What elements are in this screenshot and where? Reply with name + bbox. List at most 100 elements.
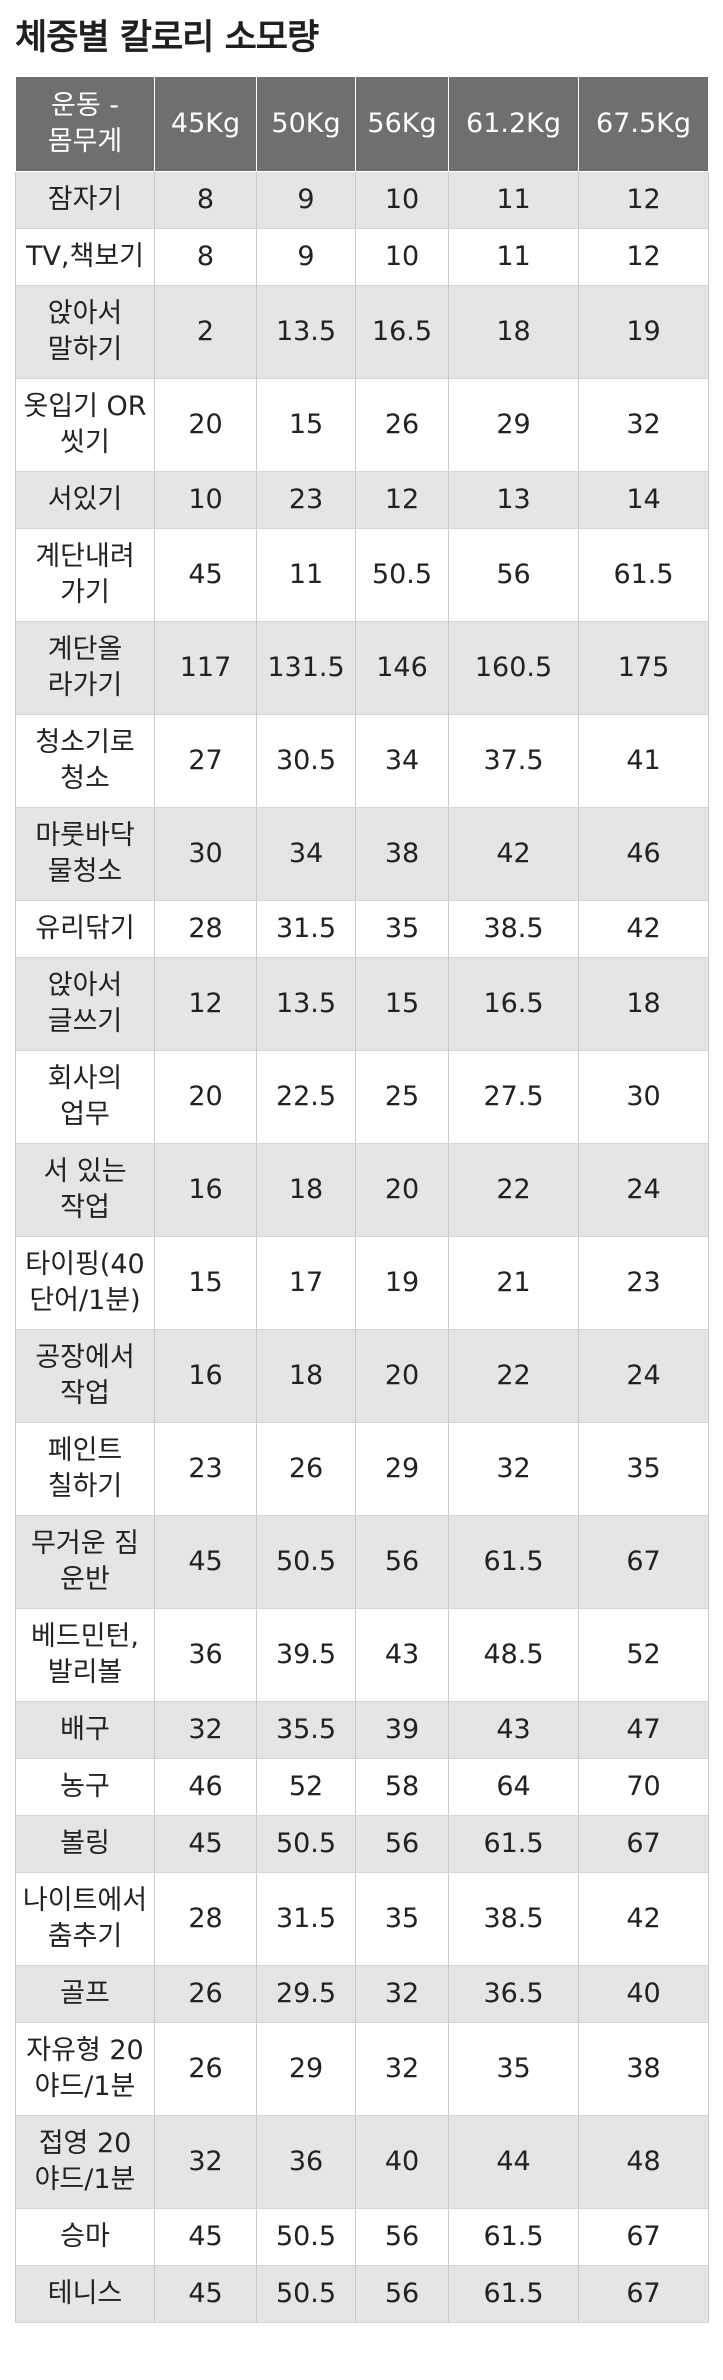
calorie-cell: 15: [355, 957, 449, 1051]
calorie-cell: 12: [355, 471, 449, 529]
table-row: 테니스 45 50.5 56 61.5 67: [15, 2265, 709, 2323]
calorie-cell: 43: [355, 1608, 449, 1702]
activity-label: 계단올 라가기: [15, 621, 155, 715]
calorie-cell: 61.5: [448, 1515, 579, 1609]
calorie-cell: 42: [448, 807, 579, 901]
calorie-cell: 15: [256, 378, 356, 472]
calorie-cell: 50.5: [256, 2208, 356, 2266]
calorie-cell: 11: [448, 171, 579, 229]
table-row: 타이핑(40 단어/1분) 15 17 19 21 23: [15, 1236, 709, 1330]
calorie-cell: 27.5: [448, 1050, 579, 1144]
calorie-cell: 26: [154, 1965, 257, 2023]
calorie-cell: 61.5: [448, 2265, 579, 2323]
calorie-cell: 34: [355, 714, 449, 808]
activity-label: 배구: [15, 1701, 155, 1759]
calorie-cell: 20: [154, 378, 257, 472]
calorie-cell: 45: [154, 1515, 257, 1609]
calorie-cell: 52: [256, 1758, 356, 1816]
calorie-cell: 175: [578, 621, 709, 715]
calorie-cell: 18: [256, 1143, 356, 1237]
calorie-cell: 45: [154, 2208, 257, 2266]
calorie-cell: 9: [256, 171, 356, 229]
header-61-2kg: 61.2Kg: [448, 76, 579, 172]
table-row: 서있기 10 23 12 13 14: [15, 471, 709, 529]
calorie-cell: 37.5: [448, 714, 579, 808]
calorie-cell: 43: [448, 1701, 579, 1759]
calorie-cell: 42: [578, 1872, 709, 1966]
calorie-cell: 16.5: [355, 285, 449, 379]
calorie-cell: 67: [578, 1515, 709, 1609]
header-56kg: 56Kg: [355, 76, 449, 172]
table-row: 골프 26 29.5 32 36.5 40: [15, 1965, 709, 2023]
calorie-cell: 35.5: [256, 1701, 356, 1759]
table-row: 청소기로 청소 27 30.5 34 37.5 41: [15, 714, 709, 808]
activity-label: 테니스: [15, 2265, 155, 2323]
calorie-cell: 39.5: [256, 1608, 356, 1702]
table-row: 볼링 45 50.5 56 61.5 67: [15, 1815, 709, 1873]
table-row: 계단올 라가기 117 131.5 146 160.5 175: [15, 621, 709, 715]
header-activity-weight: 운동 - 몸무게: [15, 76, 155, 172]
activity-label: 공장에서 작업: [15, 1329, 155, 1423]
header-45kg: 45Kg: [154, 76, 257, 172]
table-row: 앉아서 말하기 2 13.5 16.5 18 19: [15, 285, 709, 379]
calorie-cell: 48.5: [448, 1608, 579, 1702]
calorie-cell: 10: [355, 171, 449, 229]
page-title: 체중별 칼로리 소모량: [15, 18, 319, 58]
table-row: 무거운 짐 운반 45 50.5 56 61.5 67: [15, 1515, 709, 1609]
calorie-cell: 61.5: [448, 1815, 579, 1873]
calorie-cell: 52: [578, 1608, 709, 1702]
calorie-cell: 18: [578, 957, 709, 1051]
calorie-cell: 36.5: [448, 1965, 579, 2023]
calorie-cell: 24: [578, 1143, 709, 1237]
calorie-cell: 35: [448, 2022, 579, 2116]
calorie-cell: 14: [578, 471, 709, 529]
table-row: 공장에서 작업 16 18 20 22 24: [15, 1329, 709, 1423]
activity-label: 농구: [15, 1758, 155, 1816]
calorie-cell: 19: [578, 285, 709, 379]
calorie-cell: 131.5: [256, 621, 356, 715]
activity-label: 유리닦기: [15, 900, 155, 958]
activity-label: 청소기로 청소: [15, 714, 155, 808]
calorie-cell: 24: [578, 1329, 709, 1423]
calorie-cell: 56: [448, 528, 579, 622]
calorie-cell: 50.5: [256, 1515, 356, 1609]
calorie-cell: 45: [154, 1815, 257, 1873]
table-row: 서 있는 작업 16 18 20 22 24: [15, 1143, 709, 1237]
calorie-cell: 22.5: [256, 1050, 356, 1144]
calorie-cell: 160.5: [448, 621, 579, 715]
calorie-cell: 19: [355, 1236, 449, 1330]
table-row: 접영 20 야드/1분 32 36 40 44 48: [15, 2115, 709, 2209]
calorie-cell: 21: [448, 1236, 579, 1330]
calorie-cell: 35: [355, 900, 449, 958]
table-row: 나이트에서 춤추기 28 31.5 35 38.5 42: [15, 1872, 709, 1966]
calorie-cell: 27: [154, 714, 257, 808]
calorie-cell: 31.5: [256, 900, 356, 958]
table-row: 회사의 업무 20 22.5 25 27.5 30: [15, 1050, 709, 1144]
activity-label: 베드민턴, 발리볼: [15, 1608, 155, 1702]
calorie-cell: 30: [154, 807, 257, 901]
calorie-cell: 28: [154, 900, 257, 958]
calorie-cell: 40: [355, 2115, 449, 2209]
calorie-cell: 61.5: [448, 2208, 579, 2266]
calorie-cell: 23: [154, 1422, 257, 1516]
calorie-cell: 8: [154, 228, 257, 286]
calorie-cell: 12: [154, 957, 257, 1051]
table-row: 배구 32 35.5 39 43 47: [15, 1701, 709, 1759]
activity-label: 볼링: [15, 1815, 155, 1873]
calorie-cell: 45: [154, 2265, 257, 2323]
table-row: 옷입기 OR 씻기 20 15 26 29 32: [15, 378, 709, 472]
calorie-cell: 20: [355, 1143, 449, 1237]
table-row: 농구 46 52 58 64 70: [15, 1758, 709, 1816]
calorie-cell: 32: [154, 1701, 257, 1759]
table-row: 자유형 20 야드/1분 26 29 32 35 38: [15, 2022, 709, 2116]
calorie-cell: 11: [448, 228, 579, 286]
calorie-cell: 41: [578, 714, 709, 808]
calorie-cell: 10: [355, 228, 449, 286]
calorie-cell: 30: [578, 1050, 709, 1144]
calorie-cell: 10: [154, 471, 257, 529]
calorie-cell: 58: [355, 1758, 449, 1816]
calorie-cell: 67: [578, 1815, 709, 1873]
calorie-cell: 11: [256, 528, 356, 622]
calorie-cell: 12: [578, 171, 709, 229]
calorie-cell: 64: [448, 1758, 579, 1816]
